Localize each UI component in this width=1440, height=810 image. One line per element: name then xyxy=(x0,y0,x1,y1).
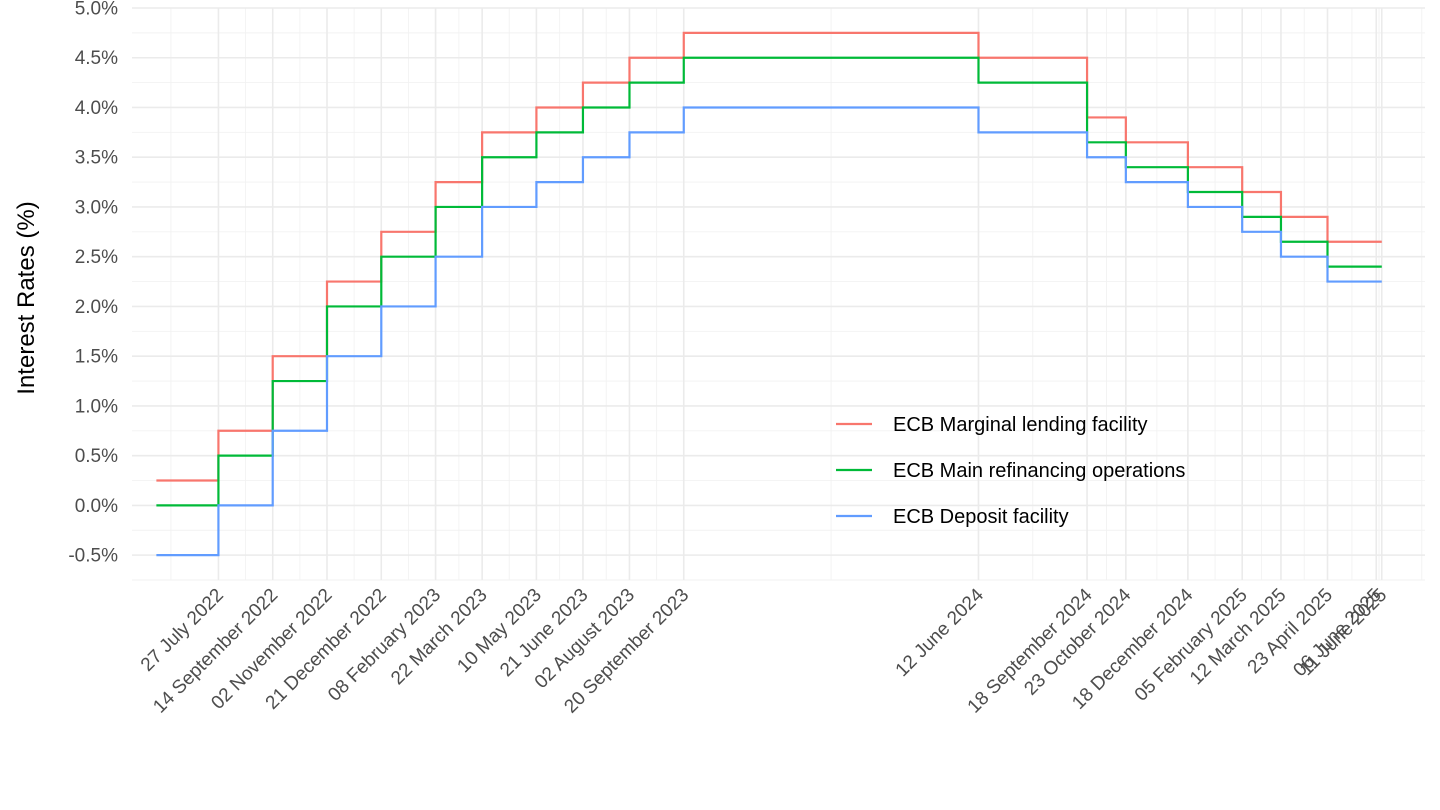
y-tick-label: 0.0% xyxy=(75,496,118,517)
y-tick-label: 4.5% xyxy=(75,48,118,69)
legend-label-1: ECB Main refinancing operations xyxy=(893,460,1185,482)
y-tick-label: 4.0% xyxy=(75,98,118,119)
y-tick-label: 2.0% xyxy=(75,297,118,318)
y-tick-label: 0.5% xyxy=(75,446,118,467)
series-lines xyxy=(156,31,1382,557)
y-tick-label: 2.5% xyxy=(75,247,118,268)
y-tick-label: 3.0% xyxy=(75,197,118,218)
x-tick-label: 12 June 2024 xyxy=(892,584,989,681)
y-tick-label: 1.0% xyxy=(75,396,118,417)
series-line-2 xyxy=(156,106,1382,557)
y-tick-label: -0.5% xyxy=(68,546,118,567)
y-axis-title: Interest Rates (%) xyxy=(13,201,40,394)
legend-label-0: ECB Marginal lending facility xyxy=(893,414,1148,436)
legend-label-2: ECB Deposit facility xyxy=(893,506,1069,528)
legend: ECB Marginal lending facility ECB Main re… xyxy=(836,414,1185,528)
y-tick-label: 1.5% xyxy=(75,347,118,368)
y-tick-label: 3.5% xyxy=(75,148,118,169)
y-axis-ticks: -0.5% 0.0% 0.5% 1.0% 1.5% 2.0% 2.5% 3.0% 3.5% 4.0… xyxy=(68,0,118,567)
y-tick-label: 5.0% xyxy=(75,0,118,20)
